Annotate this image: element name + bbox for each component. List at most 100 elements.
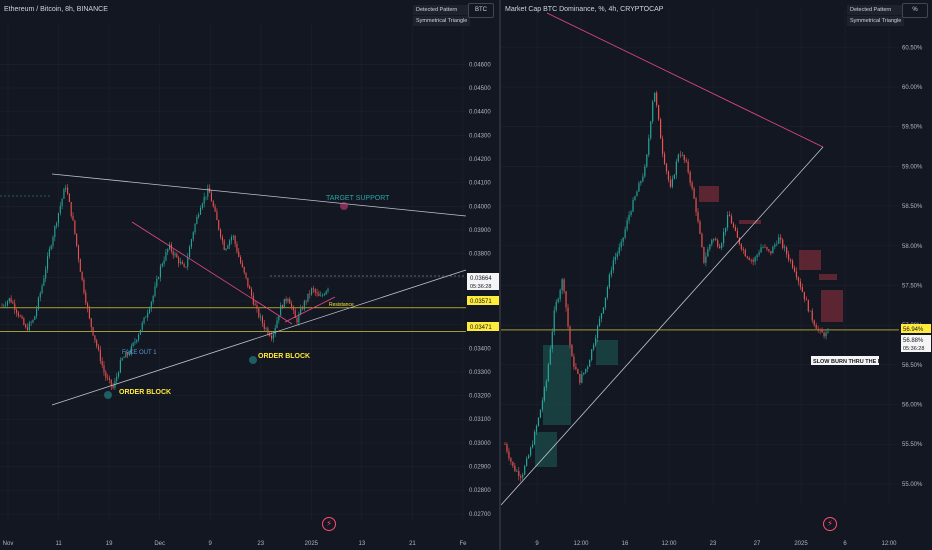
candle-body (658, 105, 660, 120)
pink-trendline-2[interactable] (284, 296, 336, 323)
candle-body (320, 295, 322, 297)
candle-body (307, 293, 309, 302)
candle-body (159, 266, 161, 278)
candle-body (72, 215, 74, 221)
candle-body (57, 213, 60, 224)
order-block-label-2: ORDER BLOCK (258, 353, 310, 360)
candle-body (577, 369, 579, 374)
x-tick-label: 2025 (794, 541, 808, 547)
candle-body (707, 249, 709, 257)
candle-body (606, 287, 609, 298)
candle-body (506, 444, 508, 452)
y-tick-label: 60.50% (902, 45, 923, 51)
triangle-lower-trendline[interactable] (51, 269, 467, 406)
candle-body (249, 286, 251, 289)
candle-body (784, 247, 786, 249)
candle-body (559, 290, 561, 299)
candle-body (575, 366, 577, 370)
lightning-icon[interactable]: ⚡ (322, 517, 336, 531)
candle-body (189, 247, 191, 258)
candle-body (81, 271, 83, 280)
candle-body (624, 229, 626, 238)
overlays (501, 12, 824, 506)
candle-body (567, 307, 569, 327)
triangle-upper-trendline[interactable] (546, 12, 824, 148)
lightning-icon[interactable]: ⚡ (823, 517, 837, 531)
candle-body (192, 232, 194, 240)
candle-body (267, 328, 269, 334)
ethbtc-chart[interactable]: 0.04600 0.04500 0.04400 0.04300 0.04200 0.041… (0, 0, 500, 550)
candle-body (141, 322, 143, 330)
compare-symbol-button[interactable]: % (902, 3, 928, 18)
y-tick-label: 0.03100 (469, 417, 491, 423)
x-tick-label: 11 (55, 541, 62, 547)
candle-body (813, 320, 815, 325)
candle-body (116, 376, 118, 382)
candle-body (147, 312, 149, 318)
last-price-tag: 56.88% (903, 338, 924, 344)
candle-body (194, 223, 196, 233)
candle-body (555, 301, 557, 311)
countdown-tag: 05:36:28 (903, 346, 924, 352)
candle-body (97, 346, 100, 350)
candle-body (125, 353, 127, 358)
candle-body (201, 203, 203, 208)
compare-symbol-button[interactable]: BTC (468, 3, 494, 18)
btc-dominance-chart[interactable]: 60.50% 60.00% 59.50% 59.00% 58.50% 58.00% 57.5… (501, 0, 932, 550)
candle-body (163, 260, 165, 264)
candle-body (685, 160, 687, 162)
y-axis[interactable]: 0.04600 0.04500 0.04400 0.04300 0.04200 0.041… (469, 62, 491, 518)
candle-body (240, 256, 242, 264)
x-tick-label: 9 (209, 541, 213, 547)
candle-body (533, 431, 536, 445)
candle-body (512, 461, 514, 466)
candle-body (677, 154, 679, 162)
x-axis[interactable]: 9 12:00 16 12:00 23 27 2025 6 12:00 (535, 541, 897, 547)
candle-body (636, 191, 638, 197)
x-tick-label: 19 (106, 541, 113, 547)
candle-body (673, 174, 675, 179)
candle-body (181, 262, 183, 265)
order-block-label-1: ORDER BLOCK (119, 389, 171, 396)
triangle-lower-trendline[interactable] (501, 146, 824, 506)
candle-body (537, 417, 540, 426)
candle-body (630, 211, 632, 215)
candle-body (296, 317, 298, 323)
candle-body (283, 298, 285, 308)
candle-body (119, 360, 121, 373)
detected-pattern-box[interactable]: Detected Pattern Symmetrical Triangle (413, 5, 471, 27)
candle-body (732, 223, 735, 228)
candle-body (280, 305, 282, 316)
detected-pattern-box[interactable]: Detected Pattern Symmetrical Triangle (847, 5, 905, 27)
candle-body (8, 298, 10, 302)
pink-trendline[interactable] (131, 221, 293, 325)
candle-body (287, 299, 289, 302)
candle-body (170, 244, 172, 252)
candle-body (565, 291, 567, 308)
btc-dominance-chart-pane[interactable]: 60.50% 60.00% 59.50% 59.00% 58.50% 58.00% 57.5… (501, 0, 932, 550)
triangle-upper-trendline[interactable] (51, 173, 467, 217)
candle-body (585, 368, 587, 373)
candle-body (39, 293, 41, 298)
candle-body (138, 334, 140, 340)
candle-body (172, 251, 174, 256)
candle-body (809, 310, 811, 312)
candle-body (218, 220, 220, 230)
candle-body (223, 240, 225, 250)
candle-body (270, 335, 273, 339)
x-axis[interactable]: Nov 11 19 Dec 9 23 2025 13 21 Fe (3, 541, 467, 547)
candle-body (772, 246, 774, 254)
y-axis[interactable]: 60.50% 60.00% 59.50% 59.00% 58.50% 58.00% 57.5… (902, 45, 923, 488)
candle-body (803, 291, 805, 300)
candle-body (774, 244, 776, 247)
y-tick-label: 55.50% (902, 442, 923, 448)
candle-body (717, 240, 719, 247)
candle-body (256, 305, 258, 309)
candle-body (1, 305, 3, 307)
y-tick-label: 58.00% (902, 244, 923, 250)
level-tag-1: 0.03571 (470, 299, 492, 305)
pane-divider[interactable] (499, 0, 501, 550)
ethbtc-chart-pane[interactable]: 0.04600 0.04500 0.04400 0.04300 0.04200 0.041… (0, 0, 500, 550)
candle-body (786, 247, 788, 255)
candle-body (549, 348, 551, 365)
